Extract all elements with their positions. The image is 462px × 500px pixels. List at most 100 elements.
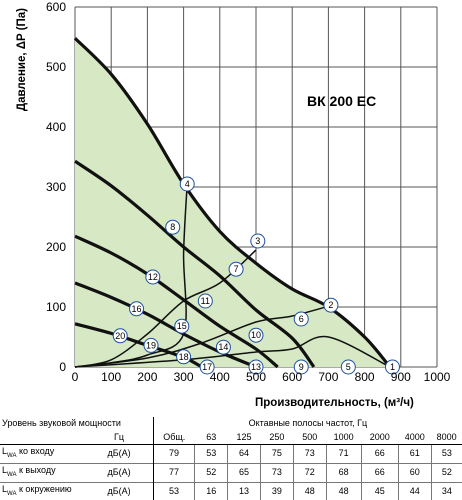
operating-point-marker: 10 (248, 327, 264, 343)
column-header: Общ. (152, 430, 195, 445)
operating-point-marker: 12 (145, 269, 161, 285)
marker-label: 9 (299, 362, 304, 372)
table-cell: 52 (194, 462, 228, 483)
operating-point-marker: 20 (112, 328, 128, 344)
operating-point-marker: 19 (143, 337, 159, 353)
operating-point-marker: 17 (199, 359, 215, 375)
operating-point-marker: 16 (129, 301, 145, 317)
table-cell: 53 (152, 481, 195, 500)
table-cell: 44 (397, 481, 432, 500)
operating-point-marker: 6 (293, 311, 309, 327)
y-tick-label: 100 (46, 300, 66, 314)
operating-point-marker: 13 (248, 359, 264, 375)
marker-label: 17 (202, 362, 212, 372)
y-tick-label: 0 (59, 360, 66, 374)
table-cell: 53 (430, 444, 462, 464)
table-cell: 48 (292, 481, 327, 500)
marker-label: 19 (146, 340, 156, 350)
row-label: LWA к выходу (0, 462, 86, 483)
column-header: 63 (194, 430, 228, 445)
x-tick-label: 800 (355, 370, 375, 384)
marker-label: 16 (132, 304, 142, 314)
y-tick-label: 200 (46, 240, 66, 254)
table-cell: 79 (152, 444, 195, 464)
marker-label: 15 (177, 321, 187, 331)
table-row: LWA к окружению дБ(А) 53 16 13 39 48 48 45 44 34 (0, 481, 462, 500)
operating-point-marker: 9 (293, 359, 309, 375)
table-cell: 60 (397, 462, 432, 483)
operating-point-marker: 8 (165, 219, 181, 235)
marker-circle (174, 318, 190, 334)
table-cell: 16 (194, 481, 228, 500)
marker-circle (323, 297, 339, 313)
marker-circle (340, 359, 356, 375)
table-row: LWA ко входу дБ(А) 79 53 64 75 73 71 66 61 53 (0, 444, 462, 464)
table-cell: 71 (325, 444, 362, 464)
marker-label: 7 (234, 264, 239, 274)
marker-circle (248, 359, 264, 375)
operating-point-marker: 11 (197, 293, 213, 309)
y-tick-label: 600 (46, 0, 66, 14)
column-header: 8000 (431, 430, 462, 445)
row-unit: дБ(А) (85, 481, 154, 500)
x-tick-label: 1000 (424, 370, 451, 384)
marker-circle (250, 233, 266, 249)
marker-circle (293, 359, 309, 375)
table-cell: 73 (259, 462, 294, 483)
table-cell: 68 (325, 462, 362, 483)
marker-label: 18 (179, 352, 189, 362)
marker-circle (248, 327, 264, 343)
y-tick-label: 300 (46, 180, 66, 194)
operating-point-marker: 5 (340, 359, 356, 375)
marker-circle (197, 293, 213, 309)
operating-point-marker: 1 (384, 359, 400, 375)
marker-label: 14 (218, 342, 228, 352)
marker-label: 6 (299, 314, 304, 324)
performance-curve (73, 37, 392, 369)
marker-circle (293, 311, 309, 327)
marker-label: 10 (251, 330, 261, 340)
table-row: LWA к выходу дБ(А) 77 52 65 73 72 68 66 60 52 (0, 462, 462, 483)
marker-circle (179, 176, 195, 192)
marker-circle (228, 261, 244, 277)
table-column-header-row: Гц Общ. 63 125 250 500 1000 2000 4000 8000 (0, 430, 462, 445)
table-cell: 61 (397, 444, 432, 464)
table-cell: 13 (227, 481, 261, 500)
marker-label: 3 (255, 236, 260, 246)
column-header: 250 (260, 430, 294, 445)
model-label: ВК 200 ЕС (307, 93, 376, 109)
operating-point-marker: 3 (250, 233, 266, 249)
marker-label: 20 (115, 331, 125, 341)
y-axis-title: Давление, ΔP (Па) (16, 8, 28, 111)
table-cell: 66 (360, 444, 399, 464)
table-cell: 66 (360, 462, 399, 483)
marker-label: 11 (201, 296, 210, 306)
marker-circle (176, 349, 192, 365)
marker-circle (384, 359, 400, 375)
marker-label: 13 (251, 362, 261, 372)
marker-circle (199, 359, 215, 375)
marker-circle (165, 219, 181, 235)
table-cell: 53 (194, 444, 228, 464)
x-tick-label: 600 (282, 370, 302, 384)
performance-curve (74, 234, 279, 369)
x-tick-label: 400 (210, 370, 230, 384)
x-tick-label: 700 (318, 370, 338, 384)
table-cell: 64 (227, 444, 261, 464)
x-tick-label: 300 (174, 370, 194, 384)
table-cell: 75 (259, 444, 294, 464)
marker-label: 5 (346, 362, 351, 372)
x-tick-label: 0 (72, 370, 79, 384)
y-tick-label: 500 (46, 60, 66, 74)
marker-circle (215, 339, 231, 355)
x-tick-label: 200 (137, 370, 157, 384)
table-cell: 45 (360, 481, 399, 500)
column-header: 1000 (326, 430, 362, 445)
marker-label: 4 (185, 179, 190, 189)
column-header: 500 (293, 430, 327, 445)
marker-label: 12 (148, 272, 158, 282)
row-unit: дБ(А) (85, 462, 154, 483)
table-cell: 77 (152, 462, 195, 483)
x-axis-title: Производительность, (м³/ч) (255, 397, 414, 409)
